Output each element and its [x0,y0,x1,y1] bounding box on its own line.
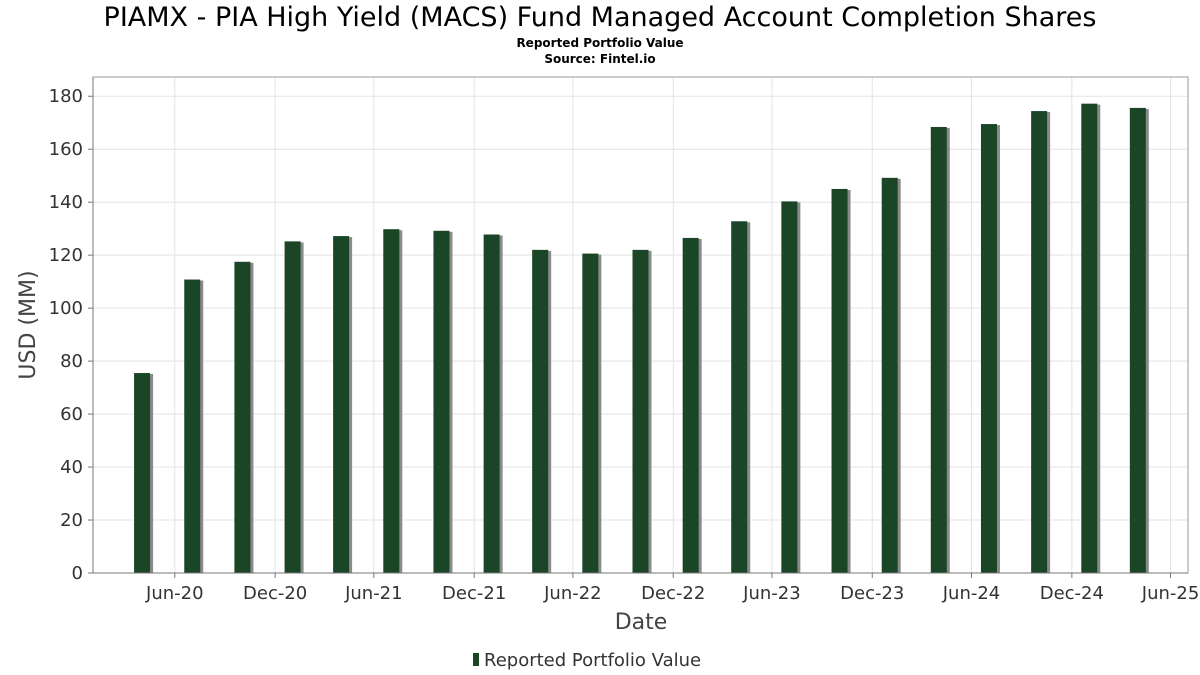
y-axis-title: USD (MM) [16,270,41,379]
bar [582,253,599,573]
y-tick-label: 180 [49,86,83,107]
y-tick-label: 80 [60,351,83,372]
x-axis-ticks: Jun-20 Dec-20 Jun-21 Dec-21 Jun-22 Dec-22 Jun-… [145,573,1199,604]
y-tick-label: 20 [60,510,83,531]
bar [532,249,549,573]
bar [284,241,301,573]
x-tick-label: Jun-20 [145,583,204,604]
bar [134,373,151,573]
legend-label: Reported Portfolio Value [484,650,701,671]
y-tick-label: 160 [49,139,83,160]
y-tick-label: 120 [49,245,83,266]
y-tick-label: 40 [60,457,83,478]
x-tick-label: Dec-21 [442,583,506,604]
bar [433,230,450,573]
bar [881,177,898,573]
bar [682,237,699,573]
bar [184,279,201,573]
x-tick-label: Jun-22 [543,583,602,604]
bar [980,124,997,574]
bar [831,188,848,573]
bars [134,103,1149,574]
x-tick-label: Dec-24 [1040,583,1104,604]
bar [234,261,251,573]
x-tick-label: Dec-20 [243,583,307,604]
x-tick-label: Dec-22 [641,583,705,604]
x-tick-label: Jun-21 [344,583,403,604]
y-tick-label: 0 [72,563,83,584]
bar [632,249,649,573]
bar [731,221,748,573]
x-tick-label: Dec-23 [840,583,904,604]
chart-title: PIAMX - PIA High Yield (MACS) Fund Manag… [103,2,1097,33]
legend: Reported Portfolio Value [473,650,701,671]
gridlines [93,77,1188,573]
bar [781,201,798,573]
bar [483,234,500,574]
x-axis-title: Date [615,610,668,635]
chart-source: Source: Fintel.io [544,52,656,66]
bar [1031,111,1048,573]
bar [1129,107,1146,573]
x-tick-label: Jun-25 [1141,583,1200,604]
x-tick-label: Jun-23 [742,583,801,604]
x-tick-label: Jun-24 [942,583,1001,604]
chart-subtitle: Reported Portfolio Value [516,36,684,50]
y-tick-label: 100 [49,298,83,319]
y-tick-label: 60 [60,404,83,425]
bar [930,126,947,574]
y-axis-ticks: 0 20 40 60 80 100 120 140 160 180 [49,86,93,584]
y-tick-label: 140 [49,192,83,213]
bar [383,229,400,574]
bar [333,236,350,573]
bar [1081,103,1098,574]
legend-swatch [473,653,479,666]
